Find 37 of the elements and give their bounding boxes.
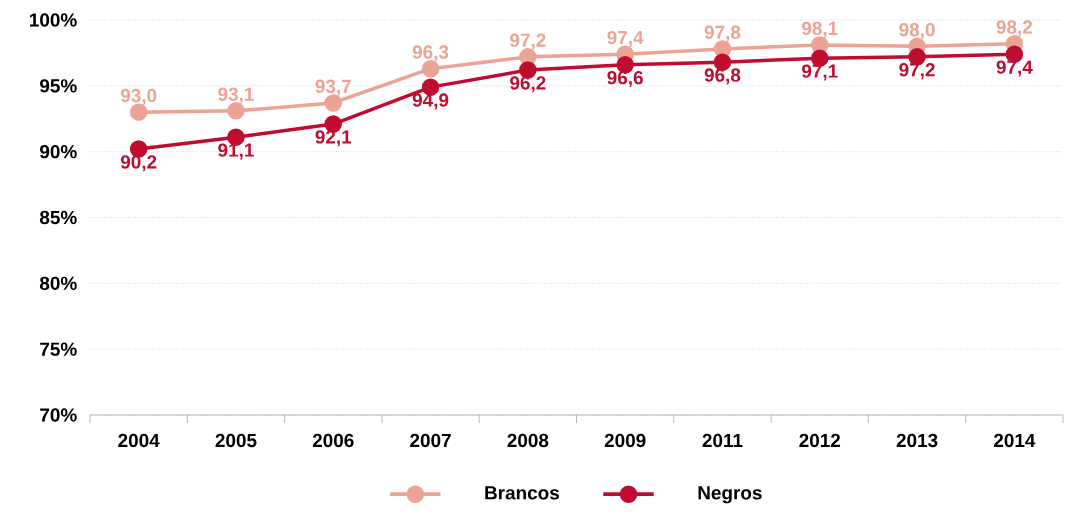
legend-label: Brancos xyxy=(485,486,559,500)
x-tick-label: 2014 xyxy=(993,433,1036,448)
data-label: 97,2 xyxy=(510,33,546,50)
data-label: 91,1 xyxy=(218,143,254,160)
legend-label: Negros xyxy=(698,486,762,504)
x-tick-label: 2011 xyxy=(702,433,743,448)
x-tick-label: 2005 xyxy=(215,433,257,448)
x-tick-label: 2004 xyxy=(118,433,160,448)
data-label: 97,4 xyxy=(607,30,644,48)
y-tick-label: 70% xyxy=(40,408,77,422)
y-tick-label: 85% xyxy=(39,210,77,225)
data-label: 93,7 xyxy=(315,79,351,96)
data-label: 98,2 xyxy=(996,20,1033,37)
x-tick-label: 2006 xyxy=(312,433,354,448)
data-label: 98,1 xyxy=(802,21,838,38)
x-tick-label: 2007 xyxy=(410,433,451,448)
y-tick-label: 95% xyxy=(40,79,77,93)
data-label: 93,0 xyxy=(120,88,157,105)
x-tick-label: 2009 xyxy=(604,433,646,448)
y-tick-label: 80% xyxy=(39,276,77,291)
x-tick-label: 2013 xyxy=(896,433,938,448)
x-tick-label: 2008 xyxy=(507,433,549,448)
data-label: 97,4 xyxy=(996,60,1033,77)
data-label: 97,8 xyxy=(704,25,741,42)
data-label: 96,2 xyxy=(510,76,546,93)
y-tick-label: 90% xyxy=(40,144,77,159)
data-label: 92,1 xyxy=(315,130,352,147)
data-label: 94,9 xyxy=(412,93,449,110)
data-label: 98,0 xyxy=(899,22,935,40)
data-label: 96,3 xyxy=(412,45,449,62)
data-label: 90,2 xyxy=(120,155,157,172)
data-label: 96,8 xyxy=(704,68,741,85)
data-label: 96,6 xyxy=(607,70,643,88)
y-tick-label: 100% xyxy=(30,13,77,27)
data-label: 93,1 xyxy=(218,87,254,104)
x-tick-label: 2012 xyxy=(799,433,841,448)
y-tick-label: 75% xyxy=(40,342,77,356)
